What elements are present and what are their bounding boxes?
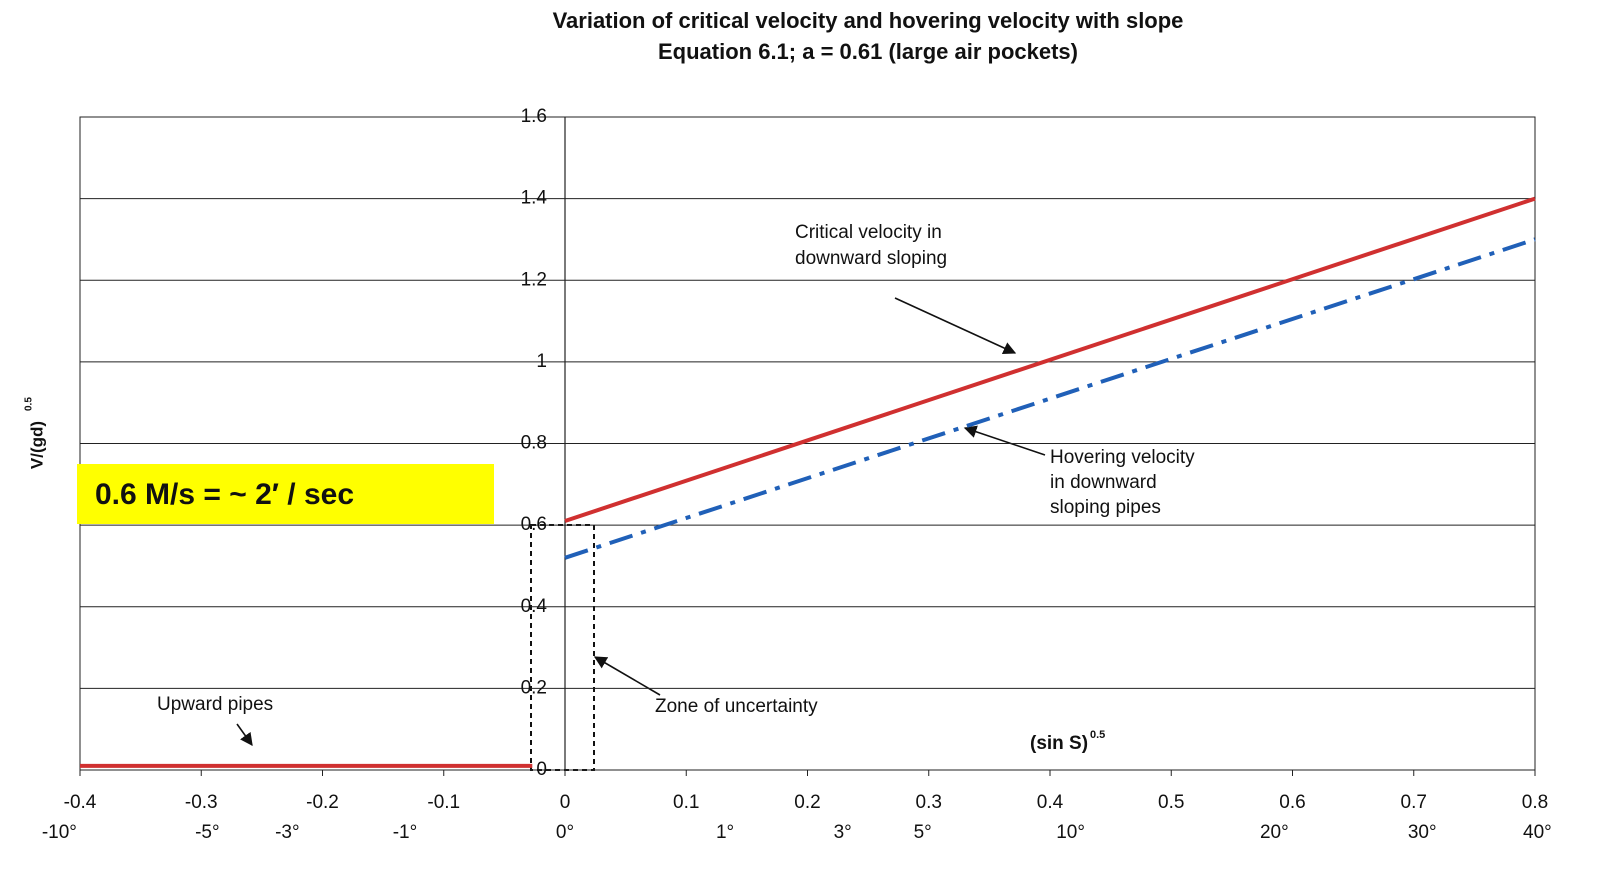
x-tick-label: 0.5 xyxy=(1158,792,1184,813)
y-label: V/(gd) xyxy=(27,421,46,469)
x2-tick-label: 1° xyxy=(716,822,734,843)
y-tick-label: 1.4 xyxy=(521,188,548,209)
arrow xyxy=(894,297,1017,355)
annotation: Upward pipes xyxy=(157,694,273,715)
arrow xyxy=(593,656,661,696)
x2-tick-label: 5° xyxy=(914,822,932,843)
y-tick-label: 0 xyxy=(536,759,547,780)
y-tick-label: 0.4 xyxy=(521,596,548,617)
arrow xyxy=(236,723,253,747)
x-tick-label: 0.4 xyxy=(1037,792,1064,813)
x-tick-label: -0.1 xyxy=(427,792,460,813)
arrow xyxy=(963,425,1046,456)
y-tick-label: 1.2 xyxy=(521,269,547,290)
y-tick-label: 1.6 xyxy=(521,106,547,127)
annotation: Hovering velocity xyxy=(1050,447,1195,468)
x-tick-label: 0.8 xyxy=(1522,792,1548,813)
x2-tick-label: 0° xyxy=(556,822,574,843)
uncertainty-zone xyxy=(530,524,595,771)
callout-box xyxy=(77,464,494,524)
series-line xyxy=(564,237,1536,560)
y-label-sup: 0.5 xyxy=(24,397,35,411)
x2-tick-label: 40° xyxy=(1523,822,1552,843)
x2-tick-label: 10° xyxy=(1056,822,1085,843)
annotation: in downward xyxy=(1050,472,1157,493)
x2-tick-label: -10° xyxy=(42,822,77,843)
annotation: sloping pipes xyxy=(1050,497,1161,518)
x-tick-label: 0.7 xyxy=(1401,792,1427,813)
x2-tick-label: 30° xyxy=(1408,822,1437,843)
x2-tick-label: -1° xyxy=(393,822,418,843)
x2-tick-label: 20° xyxy=(1260,822,1289,843)
chart-subtitle: Equation 6.1; a = 0.61 (large air pocket… xyxy=(658,39,1078,64)
annotation: Zone of uncertainty xyxy=(655,696,818,717)
x-label: (sin S) xyxy=(1030,733,1088,754)
series-line xyxy=(564,196,1536,523)
annotation: Critical velocity in xyxy=(795,222,942,243)
callout-text: 0.6 M/s = ~ 2′ / sec xyxy=(95,478,354,511)
x-tick-label: 0.6 xyxy=(1279,792,1305,813)
x-tick-label: -0.3 xyxy=(185,792,218,813)
x-tick-label: 0.3 xyxy=(916,792,942,813)
x-tick-label: 0.1 xyxy=(673,792,699,813)
chart-title: Variation of critical velocity and hover… xyxy=(553,8,1184,33)
y-tick-label: 0.6 xyxy=(521,514,547,535)
x-tick-label: -0.2 xyxy=(306,792,339,813)
x2-tick-label: -5° xyxy=(195,822,220,843)
x2-tick-label: -3° xyxy=(275,822,300,843)
x-tick-label: 0 xyxy=(560,792,571,813)
x-tick-label: -0.4 xyxy=(64,792,97,813)
x-label-sup: 0.5 xyxy=(1090,729,1105,741)
y-tick-label: 0.2 xyxy=(521,677,547,698)
x2-tick-label: 3° xyxy=(834,822,852,843)
y-tick-label: 0.8 xyxy=(521,433,547,454)
y-axis-label: V/(gd) 0.5 xyxy=(24,397,47,469)
x-tick-label: 0.2 xyxy=(794,792,820,813)
y-tick-label: 1 xyxy=(536,351,547,372)
annotation: downward sloping xyxy=(795,248,947,269)
